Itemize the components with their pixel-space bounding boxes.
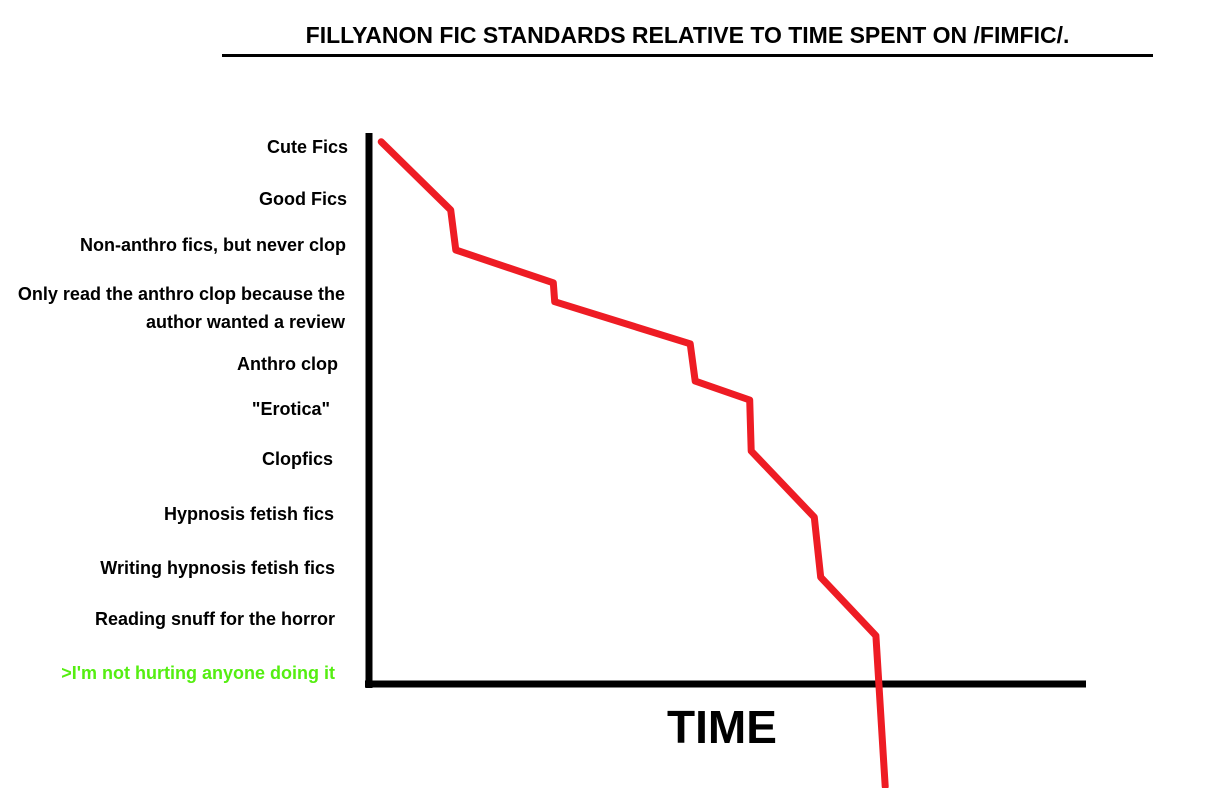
y-tick-label-greentext: >I'm not hurting anyone doing it	[61, 663, 335, 683]
series-line	[377, 138, 889, 788]
y-tick-label: Only read the anthro clop because the au…	[17, 284, 345, 332]
y-tick-label: Clopfics	[261, 449, 333, 469]
y-tick-label: Hypnosis fetish fics	[163, 504, 334, 524]
x-axis-label: TIME	[667, 701, 777, 753]
title-underline	[222, 54, 1153, 57]
y-tick-label: Writing hypnosis fetish fics	[100, 558, 335, 578]
chart-title: FILLYANON FIC STANDARDS RELATIVE TO TIME…	[305, 22, 1070, 48]
y-tick-label: Good Fics	[258, 189, 347, 209]
y-tick-label: "Erotica"	[251, 399, 330, 419]
y-tick-label: Cute Fics	[266, 137, 348, 157]
y-tick-label: Non-anthro fics, but never clop	[79, 235, 346, 255]
y-tick-label: Anthro clop	[237, 354, 338, 374]
y-tick-label: Reading snuff for the horror	[95, 609, 335, 629]
